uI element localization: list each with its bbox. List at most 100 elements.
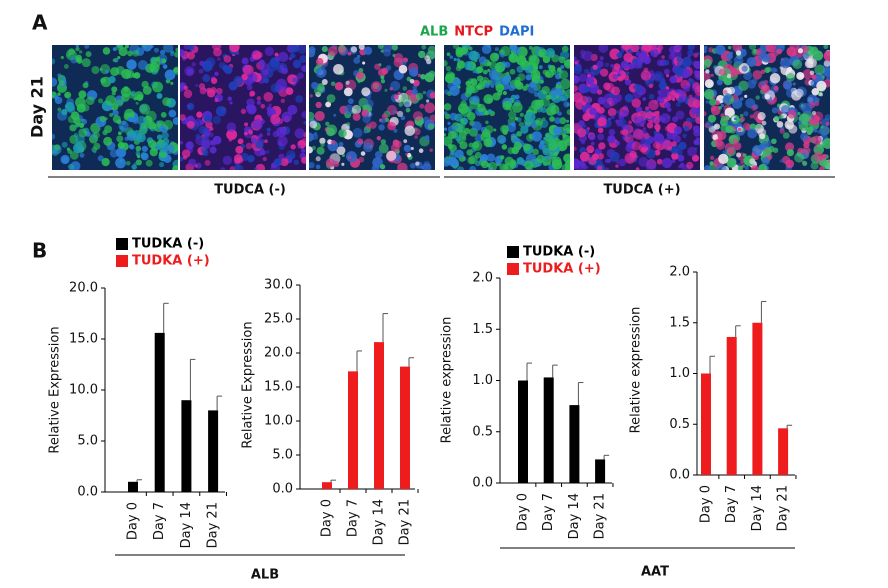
cell — [115, 45, 124, 51]
cell — [746, 56, 757, 67]
cell — [236, 51, 240, 55]
cell — [523, 143, 531, 152]
cell — [776, 48, 783, 55]
cell — [687, 146, 697, 157]
cell — [671, 159, 676, 164]
cell — [424, 55, 430, 61]
legend-swatch — [116, 238, 128, 250]
cell — [145, 110, 157, 122]
cell — [175, 47, 178, 52]
cell — [390, 80, 401, 91]
cell — [135, 101, 139, 105]
cell — [663, 68, 670, 75]
cell — [752, 70, 763, 80]
cell — [255, 163, 266, 170]
cell — [78, 122, 85, 128]
cell — [316, 57, 324, 66]
cell — [704, 88, 715, 100]
cell — [405, 107, 411, 113]
cell — [266, 127, 271, 132]
cell — [76, 122, 80, 127]
bar — [154, 332, 165, 492]
cell — [303, 120, 306, 125]
cell — [737, 127, 742, 132]
cell — [76, 58, 83, 64]
cell — [256, 100, 262, 105]
cell — [76, 103, 86, 113]
cell — [149, 147, 158, 157]
cell — [648, 99, 659, 111]
cell — [479, 153, 489, 163]
cell — [677, 97, 684, 104]
cell — [133, 162, 138, 166]
cell — [480, 131, 491, 142]
cell — [260, 103, 266, 109]
x-tick-label: Day 7 — [346, 499, 361, 537]
cell — [553, 151, 559, 157]
cell — [274, 52, 279, 57]
cell — [508, 83, 516, 92]
cell — [653, 133, 665, 144]
cell — [117, 141, 125, 149]
cell — [669, 75, 678, 84]
cell — [409, 79, 415, 84]
cell — [452, 45, 460, 50]
cell — [810, 46, 819, 55]
cell — [374, 63, 381, 70]
cell — [691, 154, 700, 162]
cell — [160, 111, 167, 118]
cell — [102, 47, 111, 55]
cell — [412, 85, 417, 90]
cell — [316, 146, 325, 155]
cell — [566, 109, 570, 115]
cell — [517, 73, 526, 81]
cell — [125, 160, 131, 166]
cell — [542, 156, 547, 162]
cell — [487, 109, 492, 114]
cell — [733, 141, 742, 151]
cell — [773, 115, 780, 122]
cell — [154, 47, 159, 53]
cell — [792, 59, 803, 70]
cell — [640, 70, 652, 81]
y-tick-label: 20.0 — [264, 346, 293, 361]
cell — [515, 81, 524, 90]
cell — [296, 45, 306, 54]
cell — [683, 84, 691, 93]
cell — [529, 81, 536, 88]
cell — [136, 94, 144, 101]
cell — [446, 52, 451, 57]
cell — [75, 45, 79, 48]
cell — [91, 65, 100, 75]
cell — [75, 134, 85, 145]
cell — [749, 158, 756, 165]
y-tick-label: 30.0 — [264, 278, 293, 293]
cell — [779, 66, 783, 70]
cell — [619, 119, 627, 127]
cell — [252, 119, 263, 130]
cell — [524, 160, 534, 170]
cell — [704, 58, 712, 67]
cell — [727, 59, 732, 65]
cell — [478, 56, 487, 65]
cell — [117, 131, 122, 136]
cell — [104, 69, 109, 74]
y-tick-label: 5.0 — [272, 448, 293, 463]
cell — [379, 164, 386, 170]
cell — [309, 111, 315, 121]
cell — [623, 52, 634, 63]
cell — [353, 57, 361, 64]
cell — [295, 95, 304, 103]
cell — [424, 102, 435, 114]
cell — [79, 152, 85, 158]
cell — [120, 86, 132, 98]
cell — [824, 114, 830, 121]
cell — [410, 162, 416, 169]
cell — [338, 45, 347, 55]
cell — [610, 63, 615, 68]
cell — [295, 45, 299, 48]
cell — [596, 60, 604, 68]
y-tick-label: 10.0 — [264, 414, 293, 429]
cell — [194, 118, 203, 127]
error-bar — [760, 300, 767, 323]
